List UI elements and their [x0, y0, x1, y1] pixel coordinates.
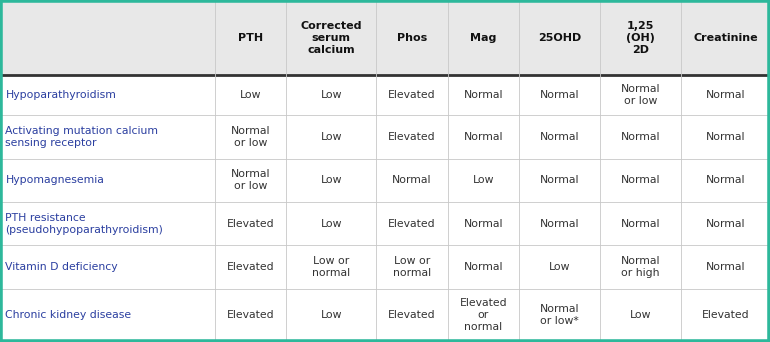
- Text: Normal: Normal: [464, 262, 503, 272]
- Text: Low or
normal: Low or normal: [393, 256, 431, 278]
- Text: Low: Low: [473, 175, 494, 185]
- Text: Normal: Normal: [706, 262, 745, 272]
- Text: Low: Low: [630, 310, 651, 320]
- Text: Normal: Normal: [464, 132, 503, 142]
- Text: Normal: Normal: [393, 175, 432, 185]
- Text: Low or
normal: Low or normal: [312, 256, 350, 278]
- Text: Phos: Phos: [397, 32, 427, 43]
- Text: Low: Low: [320, 132, 342, 142]
- Bar: [0, 0, 770, 75]
- Text: Normal
or low: Normal or low: [230, 169, 270, 191]
- Text: Vitamin D deficiency: Vitamin D deficiency: [5, 262, 118, 272]
- Text: Normal: Normal: [540, 219, 579, 228]
- Text: Normal: Normal: [706, 90, 745, 100]
- Bar: [0, 202, 770, 245]
- Text: Normal
or low: Normal or low: [230, 126, 270, 148]
- Text: Hypomagnesemia: Hypomagnesemia: [5, 175, 104, 185]
- Bar: [0, 159, 770, 202]
- Text: Normal
or low: Normal or low: [621, 84, 660, 106]
- Text: Normal: Normal: [464, 90, 503, 100]
- Text: 25OHD: 25OHD: [538, 32, 581, 43]
- Text: Elevated: Elevated: [388, 310, 436, 320]
- Bar: [0, 245, 770, 289]
- Text: Normal: Normal: [540, 175, 579, 185]
- Text: Elevated: Elevated: [226, 310, 274, 320]
- Text: Elevated: Elevated: [388, 219, 436, 228]
- Text: Low: Low: [239, 90, 261, 100]
- Text: Elevated: Elevated: [388, 90, 436, 100]
- Text: Normal: Normal: [621, 132, 660, 142]
- Text: Elevated: Elevated: [388, 132, 436, 142]
- Text: Normal: Normal: [540, 132, 579, 142]
- Text: Normal: Normal: [621, 219, 660, 228]
- Bar: [0, 289, 770, 342]
- Text: Low: Low: [320, 310, 342, 320]
- Text: Hypoparathyroidism: Hypoparathyroidism: [5, 90, 116, 100]
- Text: Normal: Normal: [540, 90, 579, 100]
- Text: Elevated: Elevated: [226, 219, 274, 228]
- Text: Normal: Normal: [706, 175, 745, 185]
- Bar: [0, 115, 770, 159]
- Text: Elevated: Elevated: [701, 310, 749, 320]
- Bar: [0, 75, 770, 115]
- Text: Mag: Mag: [470, 32, 497, 43]
- Text: Creatinine: Creatinine: [693, 32, 758, 43]
- Text: Elevated: Elevated: [226, 262, 274, 272]
- Text: Normal: Normal: [706, 132, 745, 142]
- Text: Normal: Normal: [621, 175, 660, 185]
- Text: PTH: PTH: [238, 32, 263, 43]
- Text: Normal: Normal: [706, 219, 745, 228]
- Text: Normal
or high: Normal or high: [621, 256, 660, 278]
- Text: Elevated
or
normal: Elevated or normal: [460, 298, 507, 332]
- Text: Low: Low: [320, 219, 342, 228]
- Text: Low: Low: [549, 262, 571, 272]
- Text: Activating mutation calcium
sensing receptor: Activating mutation calcium sensing rece…: [5, 126, 159, 148]
- Text: Chronic kidney disease: Chronic kidney disease: [5, 310, 132, 320]
- Text: Normal: Normal: [464, 219, 503, 228]
- Text: 1,25
(OH)
2D: 1,25 (OH) 2D: [626, 21, 655, 55]
- Text: Low: Low: [320, 175, 342, 185]
- Text: Low: Low: [320, 90, 342, 100]
- Text: Corrected
serum
calcium: Corrected serum calcium: [300, 21, 362, 55]
- Text: Normal
or low*: Normal or low*: [540, 304, 579, 326]
- Text: PTH resistance
(pseudohypoparathyroidism): PTH resistance (pseudohypoparathyroidism…: [5, 213, 163, 235]
